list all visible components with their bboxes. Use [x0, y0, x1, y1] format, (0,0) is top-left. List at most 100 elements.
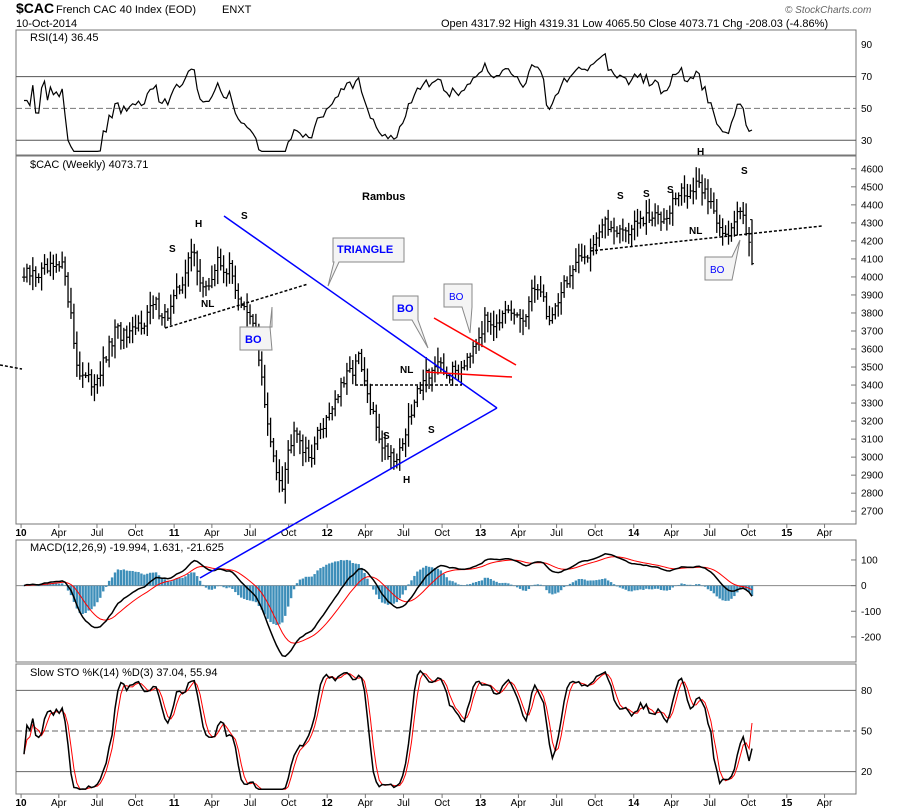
macd-histogram-bar — [345, 559, 349, 586]
macd-histogram-bar — [451, 581, 454, 586]
macd-histogram-bar — [548, 585, 551, 594]
macd-histogram-bar — [565, 585, 569, 587]
macd-histogram-bar — [322, 566, 325, 586]
macd-histogram-bar — [49, 583, 52, 586]
macd-histogram-bar — [656, 585, 660, 589]
sto-label: Slow STO %K(14) %D(3) 37.04, 55.94 — [30, 667, 218, 679]
x-tick-label: Jul — [91, 798, 104, 809]
macd-histogram-bar — [146, 573, 149, 586]
macd-histogram-bar — [72, 585, 76, 602]
x-tick-label: Jul — [397, 798, 410, 809]
x-tick-label: Jul — [397, 528, 410, 539]
macd-signal-line — [23, 556, 753, 644]
x-tick-label: Jul — [244, 798, 257, 809]
y-tick-label: 3300 — [861, 399, 884, 410]
macd-histogram-bar — [721, 585, 724, 601]
macd-histogram-bar — [269, 585, 272, 623]
macd-histogram-bar — [527, 585, 531, 590]
ohlc-summary: Open 4317.92 High 4319.31 Low 4065.50 Cl… — [441, 18, 828, 30]
x-tick-label: Apr — [204, 528, 220, 539]
rsi-tick-label: 50 — [861, 104, 873, 115]
macd-histogram-bar — [336, 561, 340, 586]
x-tick-label: Jul — [550, 528, 563, 539]
x-tick-label: Oct — [740, 528, 756, 539]
macd-histogram-bar — [78, 585, 81, 613]
macd-histogram-bar — [398, 585, 401, 599]
macd-histogram-bar — [195, 576, 199, 586]
y-tick-label: 3100 — [861, 435, 884, 446]
rsi-tick-label: 90 — [861, 40, 873, 51]
x-tick-label: Apr — [204, 798, 220, 809]
macd-histogram-bar — [363, 572, 366, 586]
macd-histogram-bar — [84, 585, 87, 614]
macd-histogram-bar — [518, 585, 522, 589]
macd-histogram-bar — [747, 585, 751, 592]
macd-histogram-bar — [342, 560, 346, 586]
macd-histogram-bar — [328, 563, 331, 586]
macd-histogram-bar — [689, 584, 692, 586]
price-label: $CAC (Weekly) 4073.71 — [30, 159, 148, 171]
macd-histogram-bar — [295, 583, 299, 586]
macd-histogram-bar — [395, 585, 399, 603]
macd-histogram-bar — [533, 584, 536, 586]
macd-histogram-bar — [292, 585, 296, 590]
macd-histogram-bar — [134, 571, 137, 586]
macd-histogram-bar — [313, 574, 316, 586]
bo-label-1: BO — [245, 334, 262, 346]
bo-label-3: BO — [449, 292, 464, 303]
macd-histogram-bar — [198, 580, 202, 586]
macd-histogram-bar — [75, 585, 79, 609]
y-tick-label: 4500 — [861, 182, 884, 193]
macd-histogram-bar — [686, 584, 689, 586]
macd-histogram-bar — [433, 568, 437, 586]
macd-histogram-bar — [612, 584, 616, 586]
macd-histogram-bar — [298, 579, 302, 586]
macd-histogram-bar — [486, 577, 490, 586]
macd-histogram-bar — [513, 585, 516, 587]
bo-label-2: BO — [397, 303, 414, 315]
macd-histogram-bar — [154, 572, 158, 586]
x-tick-label: 10 — [16, 798, 28, 809]
x-tick-label: Oct — [434, 528, 450, 539]
macd-histogram-bar — [609, 582, 613, 586]
pattern-s: S — [741, 166, 748, 177]
macd-histogram-bar — [530, 585, 534, 587]
macd-histogram-bar — [636, 585, 639, 591]
macd-histogram-bar — [307, 576, 310, 586]
macd-histogram-bar — [377, 585, 381, 600]
macd-histogram-bar — [319, 568, 322, 586]
macd-histogram-bar — [245, 585, 249, 601]
macd-histogram-bar — [93, 585, 96, 607]
x-tick-label: Oct — [434, 798, 450, 809]
macd-tick-label: -200 — [861, 632, 881, 643]
macd-histogram-bar — [559, 585, 563, 591]
macd-histogram-bar — [568, 583, 572, 586]
bo-callout-2 — [392, 295, 429, 349]
triangle-callout-box — [327, 237, 405, 287]
macd-histogram-bar — [110, 577, 114, 586]
pattern-s: S — [241, 211, 248, 222]
macd-histogram-bar — [618, 585, 622, 588]
y-tick-label: 4200 — [861, 236, 884, 247]
macd-histogram-bar — [542, 585, 545, 587]
macd-histogram-bar — [207, 585, 211, 590]
macd-histogram-bar — [222, 585, 225, 588]
macd-histogram-bar — [339, 559, 343, 586]
rsi-label: RSI(14) 36.45 — [30, 32, 98, 44]
macd-histogram-bar — [574, 580, 578, 586]
y-tick-label: 3600 — [861, 345, 884, 356]
macd-histogram-bar — [107, 580, 111, 586]
x-tick-label: Oct — [128, 798, 144, 809]
macd-histogram-bar — [128, 570, 131, 586]
macd-histogram-bar — [131, 570, 134, 586]
pattern-s: S — [643, 189, 650, 200]
sto-tick-label: 20 — [861, 767, 873, 778]
pattern-h: H — [403, 475, 410, 486]
macd-histogram-bar — [210, 585, 214, 590]
macd-histogram-bar — [360, 567, 363, 586]
macd-line — [23, 553, 753, 658]
macd-histogram-bar — [216, 585, 219, 587]
channel-upper-line — [433, 317, 517, 366]
macd-histogram-bar — [201, 584, 205, 586]
y-tick-label: 4400 — [861, 200, 884, 211]
